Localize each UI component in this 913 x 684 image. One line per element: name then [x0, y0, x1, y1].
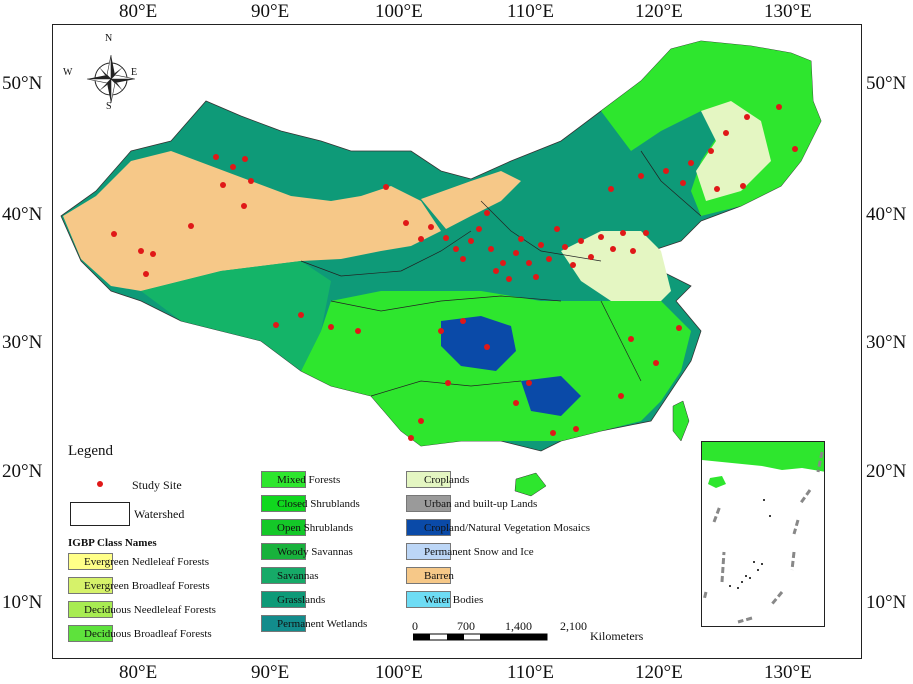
scale-tick: 1,400: [505, 619, 532, 633]
top-lon-label: 110°E: [507, 1, 554, 22]
legend-label: Woody Savannas: [277, 546, 353, 558]
legend-label: Grasslands: [277, 594, 326, 606]
barren-strip: [421, 171, 521, 229]
legend-swatch: [406, 495, 451, 512]
watershed-symbol: [70, 502, 130, 526]
legend-swatch: [406, 519, 451, 536]
top-lon-label: 80°E: [119, 1, 158, 22]
legend-label: Deciduous Broadleaf Forests: [84, 628, 212, 640]
legend-label: Croplands: [424, 474, 470, 486]
barren-region: [63, 151, 441, 291]
igbp-title: IGBP Class Names: [68, 537, 157, 549]
legend-swatch: [68, 577, 113, 594]
watershed-label: Watershed: [134, 507, 185, 521]
south-mosaic: [521, 376, 581, 416]
inset-map: [702, 442, 824, 624]
right-lat-label: 40°N: [866, 204, 907, 225]
top-lon-label: 130°E: [764, 1, 812, 22]
bottom-lon-label: 100°E: [375, 662, 423, 683]
scale-unit: Kilometers: [590, 629, 644, 643]
tibet-grassland: [141, 261, 331, 371]
legend-swatch: [261, 615, 306, 632]
left-lat-label: 40°N: [2, 204, 43, 225]
legend-swatch: [68, 553, 113, 570]
top-lon-label: 90°E: [251, 1, 290, 22]
legend-swatch: [406, 471, 451, 488]
legend-swatch: [261, 567, 306, 584]
legend-swatch: [261, 591, 306, 608]
right-lat-label: 30°N: [866, 332, 907, 353]
compass-w: W: [63, 67, 73, 78]
sichuan-mosaic: [441, 316, 516, 371]
legend-label: Evergreen Broadleaf Forests: [84, 580, 210, 592]
taiwan: [672, 400, 690, 442]
legend-swatch: [261, 519, 306, 536]
map-frame: N S E W: [52, 24, 862, 659]
legend-label: Closed Shrublands: [277, 498, 360, 510]
legend-label: Mixed Forests: [277, 474, 341, 486]
watershed-boundaries: [300, 150, 702, 397]
scale-tick: 0: [412, 619, 418, 633]
top-lon-label: 120°E: [635, 1, 683, 22]
left-lat-label: 50°N: [2, 73, 43, 94]
legend-label: Cropland/Natural Vegetation Mosaics: [424, 522, 590, 534]
north-cropland: [561, 231, 671, 311]
legend-swatch: [406, 567, 451, 584]
study-site-symbol: [97, 481, 103, 487]
top-lon-label: 100°E: [375, 1, 423, 22]
legend-swatch: [261, 543, 306, 560]
south-china-sea-inset: [701, 441, 825, 627]
legend-swatch: [261, 471, 306, 488]
legend-label: Evergreen Nedleleaf Forests: [84, 556, 210, 568]
legend-label: Permanent Snow and Ice: [424, 546, 534, 558]
study-site-label: Study Site: [132, 478, 182, 492]
legend-label: Deciduous Needleleaf Forests: [84, 604, 216, 616]
legend-label: Savannas: [277, 570, 319, 582]
left-lat-label: 30°N: [2, 332, 43, 353]
compass-s: S: [106, 101, 112, 112]
bottom-lon-label: 80°E: [119, 662, 158, 683]
right-lat-label: 10°N: [866, 592, 907, 613]
hainan: [514, 472, 547, 497]
legend-label: Urban and built-up Lands: [424, 498, 538, 510]
bottom-lon-label: 110°E: [507, 662, 554, 683]
compass-rose-icon: [86, 54, 135, 104]
scale-bar: [413, 633, 548, 641]
northeast-cropland: [696, 101, 771, 201]
compass-e: E: [131, 67, 138, 78]
right-lat-label: 20°N: [866, 461, 907, 482]
legend-swatch: [68, 625, 113, 642]
right-lat-label: 50°N: [866, 73, 907, 94]
legend-swatch: [406, 591, 451, 608]
legend-title: Legend: [68, 443, 113, 459]
legend-swatch: [406, 543, 451, 560]
legend-label: Open Shrublands: [277, 522, 354, 534]
left-lat-label: 20°N: [2, 461, 43, 482]
bottom-lon-label: 120°E: [635, 662, 683, 683]
study-sites: [111, 104, 798, 441]
left-lat-label: 10°N: [2, 592, 43, 613]
legend-label: Permanent Wetlands: [277, 618, 368, 630]
scale-tick: 700: [457, 619, 475, 633]
legend-swatch: [68, 601, 113, 618]
bottom-lon-label: 130°E: [764, 662, 812, 683]
compass-n: N: [105, 33, 113, 44]
land-cover-map: [60, 40, 822, 497]
scale-tick: 2,100: [560, 619, 587, 633]
bottom-lon-label: 90°E: [251, 662, 290, 683]
legend-label: Barren: [424, 570, 454, 582]
legend-label: Water Bodies: [424, 594, 484, 606]
legend-swatch: [261, 495, 306, 512]
northeast-forest: [601, 41, 821, 216]
